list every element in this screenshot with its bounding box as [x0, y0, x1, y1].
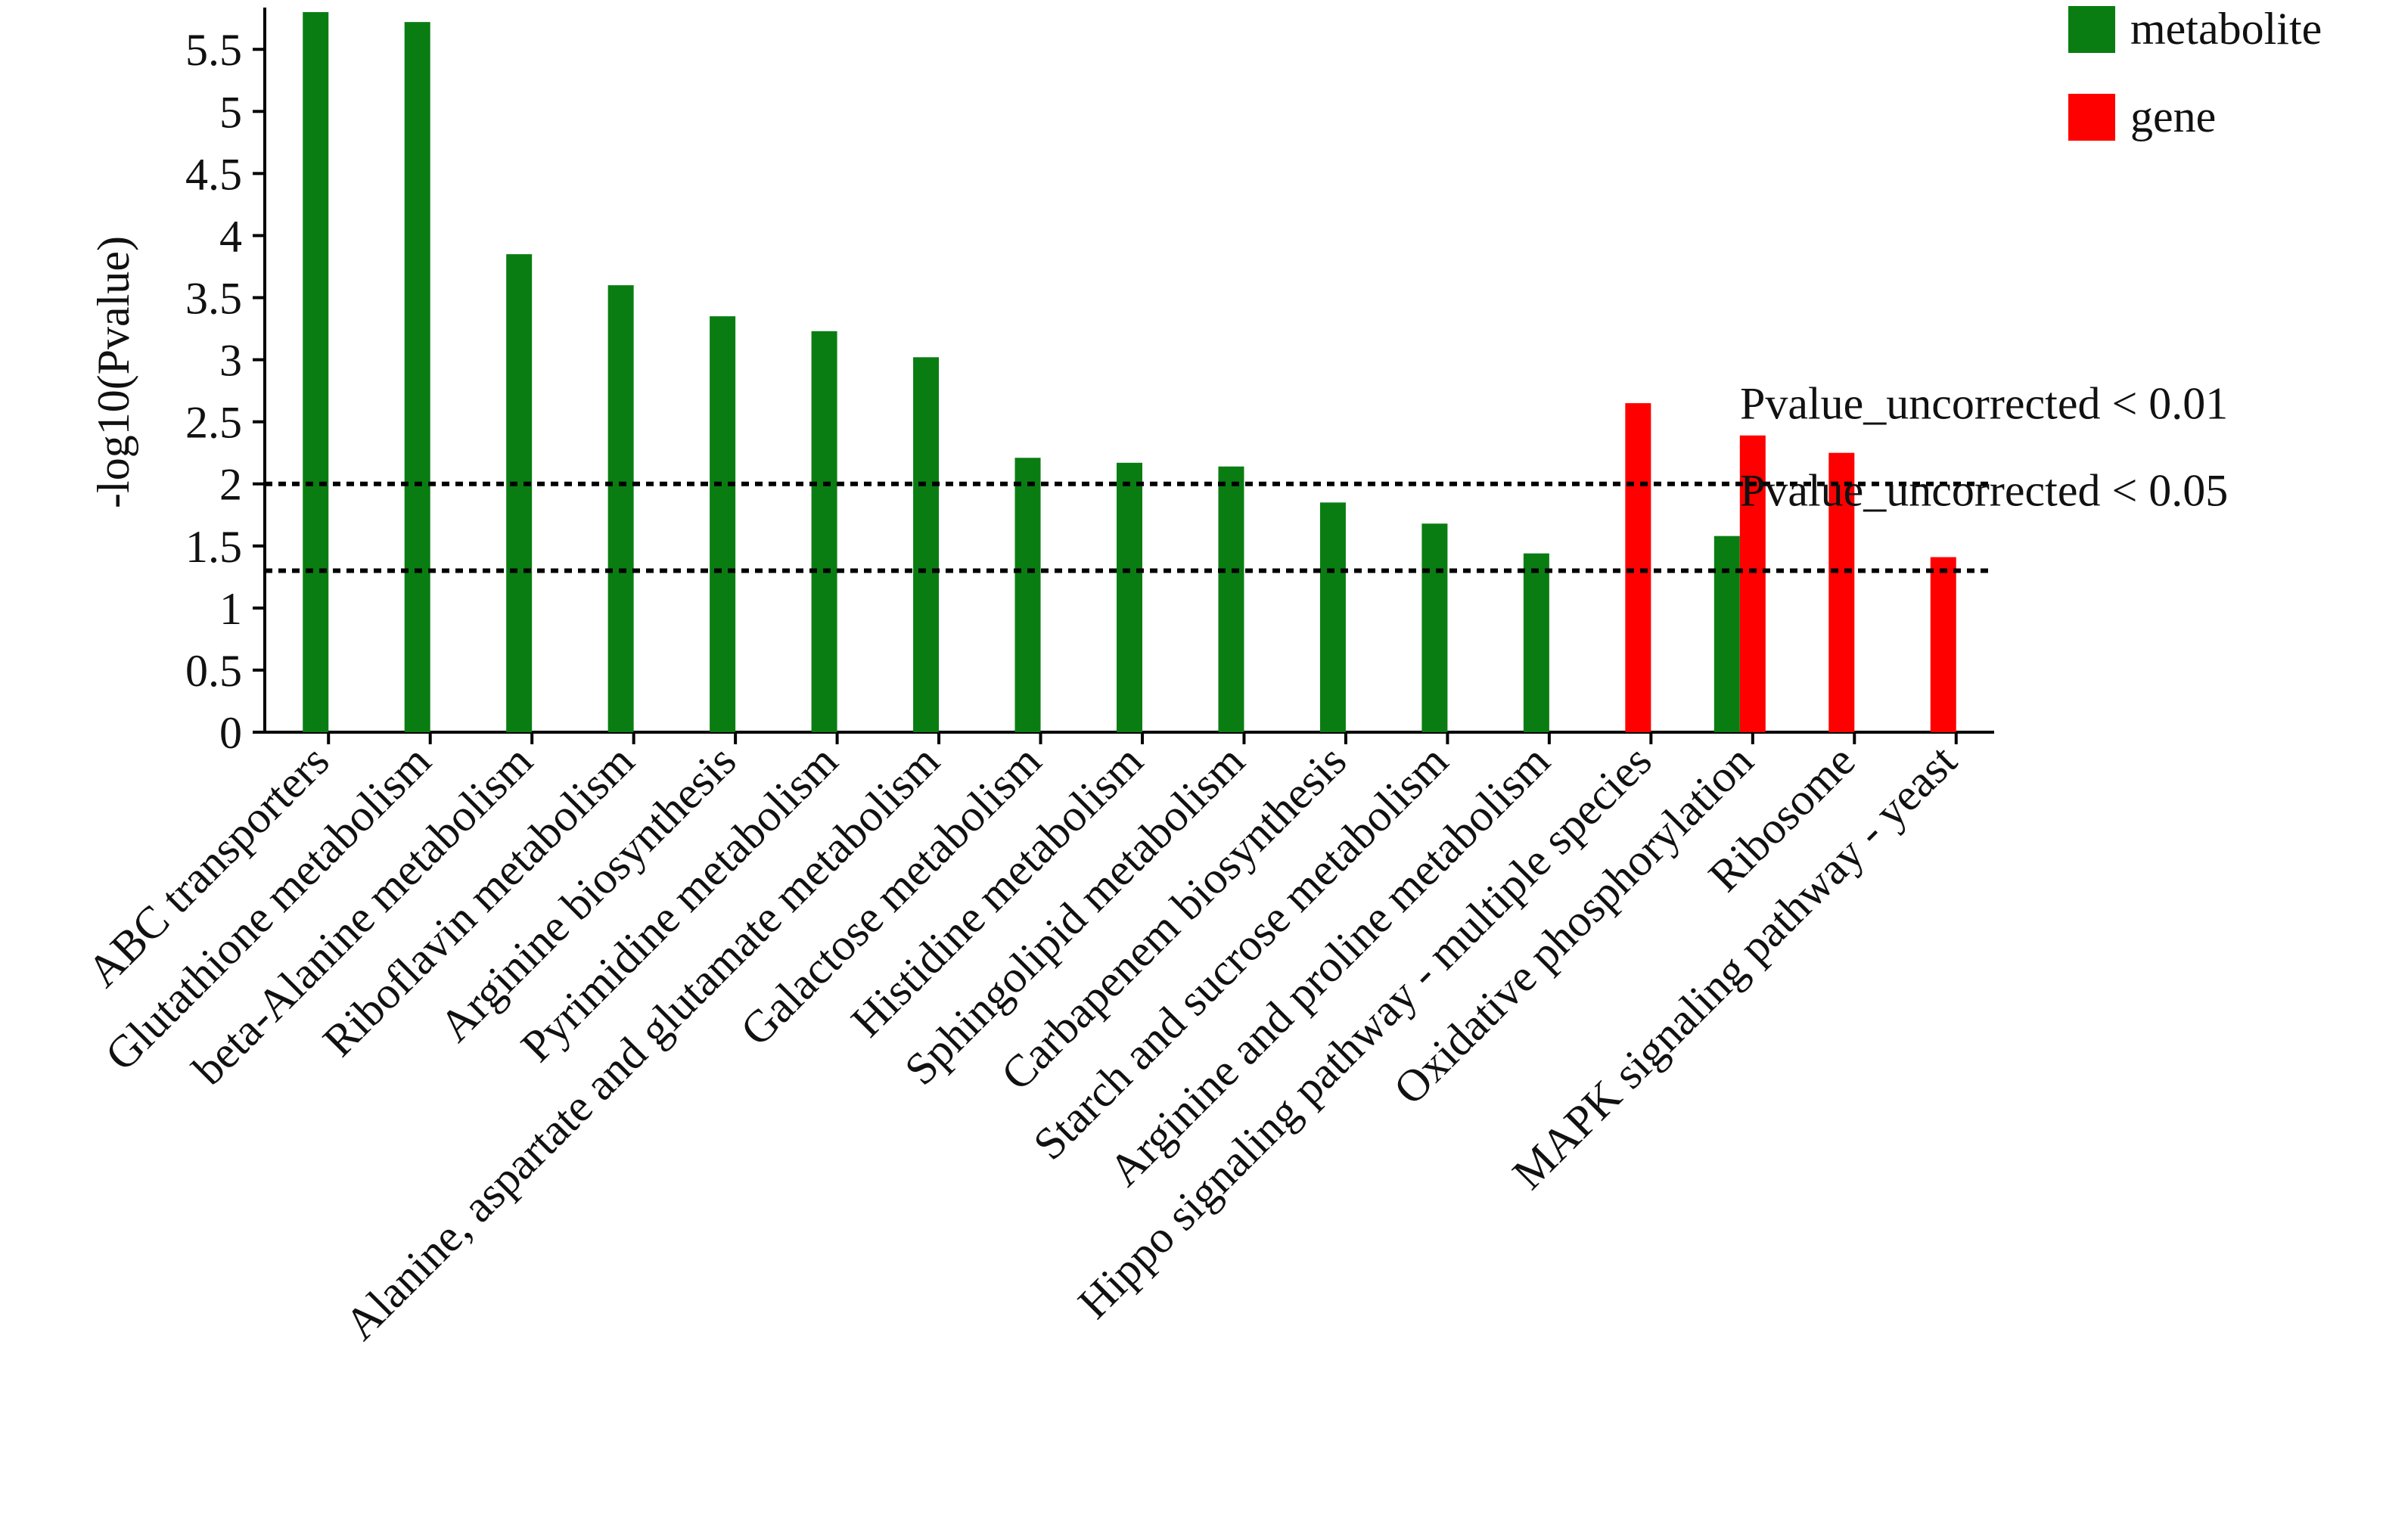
y-tick-label: 2 [219, 460, 242, 510]
threshold-label: Pvalue_uncorrected < 0.01 [1740, 379, 2228, 429]
bar-metabolite [1713, 536, 1740, 732]
y-tick-label: 3.5 [185, 274, 242, 324]
legend-label-gene: gene [2130, 92, 2216, 141]
y-tick-label: 1 [219, 584, 242, 634]
bar-metabolite [1014, 458, 1041, 732]
bar-gene [1930, 557, 1956, 732]
bar-gene [1828, 452, 1855, 732]
legend: metabolite gene [2068, 4, 2322, 141]
bar-metabolite [913, 357, 940, 732]
y-tick-label: 5 [219, 87, 242, 137]
legend-swatch-gene [2068, 94, 2115, 141]
bar-metabolite [1218, 466, 1244, 732]
y-tick-label: 5.5 [185, 25, 242, 75]
y-tick-label: 0 [219, 708, 242, 758]
bar-metabolite [1421, 523, 1448, 732]
y-axis: 0 0.5 1 1.5 2 2.5 3 3.5 4 4.5 5 5.5 -log10(Pvalue) [89, 8, 266, 758]
threshold-lines: Pvalue_uncorrected < 0.01 Pvalue_uncorrec… [265, 379, 2228, 573]
bar-metabolite [1319, 502, 1346, 732]
y-tick-label: 0.5 [185, 646, 242, 696]
legend-label-metabolite: metabolite [2130, 4, 2322, 54]
bar-metabolite [1117, 462, 1142, 732]
y-tick-label: 3 [219, 336, 242, 386]
bar-metabolite [710, 316, 736, 732]
y-tick-label: 2.5 [185, 398, 242, 448]
y-tick-label: 4.5 [185, 149, 242, 199]
bar-metabolite [404, 22, 430, 732]
legend-swatch-metabolite [2068, 6, 2115, 53]
y-tick-label: 4 [219, 211, 242, 261]
threshold-label: Pvalue_uncorrected < 0.05 [1740, 465, 2228, 515]
bar-metabolite [303, 12, 329, 732]
bar-metabolite [607, 285, 634, 732]
bar-metabolite [1523, 553, 1549, 732]
bars [303, 12, 1956, 732]
y-axis-title: -log10(Pvalue) [89, 236, 138, 508]
bar-gene [1625, 403, 1651, 732]
bar-metabolite [506, 254, 533, 732]
bar-metabolite [811, 331, 837, 732]
y-tick-label: 1.5 [185, 522, 242, 572]
